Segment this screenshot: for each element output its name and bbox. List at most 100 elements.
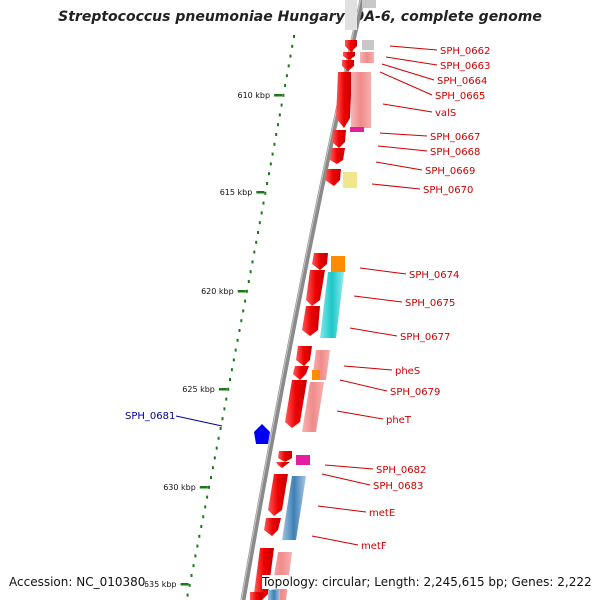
feature-box: [350, 127, 364, 132]
gene-label[interactable]: metE: [369, 508, 395, 519]
scale-label: 635 kbp: [144, 580, 177, 589]
scale-dot: [219, 427, 222, 430]
feature-box: [343, 172, 357, 188]
gene-arrow[interactable]: [276, 462, 290, 468]
gene-label[interactable]: SPH_0662: [440, 46, 490, 57]
scale-dot: [200, 525, 203, 528]
scale-dot: [257, 231, 259, 234]
feature-box: [345, 0, 357, 30]
feature-box: [362, 0, 376, 8]
scale-dot: [273, 142, 276, 146]
scale-major-tick: [256, 191, 265, 194]
gene-label[interactable]: SPH_0675: [405, 298, 455, 309]
scale-major-tick: [199, 486, 208, 489]
gene-label[interactable]: SPH_0667: [430, 132, 480, 143]
scale-dot: [282, 93, 285, 97]
feature-box: [296, 455, 310, 465]
scale-dot: [196, 544, 199, 548]
gene-arrow-left[interactable]: [254, 424, 270, 444]
gene-label[interactable]: SPH_0664: [437, 76, 487, 87]
scale-label: 630 kbp: [163, 483, 196, 492]
scale-dot: [230, 368, 233, 372]
gene-label[interactable]: SPH_0668: [430, 147, 480, 158]
scale-dot: [186, 593, 189, 597]
scale-dot: [280, 103, 283, 107]
gene-arrow[interactable]: [330, 148, 345, 164]
feature-box: [268, 590, 280, 600]
leader-line-left: [175, 415, 223, 427]
scale-dot: [275, 133, 278, 136]
scale-dot: [192, 564, 195, 568]
gene-arrow[interactable]: [250, 592, 264, 600]
scale-dot: [234, 348, 237, 352]
gene-label[interactable]: SPH_0682: [376, 465, 426, 476]
gene-label[interactable]: SPH_0669: [425, 166, 475, 177]
gene-label[interactable]: SPH_0663: [440, 61, 490, 72]
gene-label[interactable]: SPH_0683: [373, 481, 423, 492]
scale-label: 610 kbp: [237, 91, 270, 100]
scale-dot: [278, 113, 281, 117]
scale-dot: [293, 35, 295, 38]
scale-dot: [225, 397, 228, 401]
gene-arrow[interactable]: [312, 253, 328, 270]
scale-labels: 610 kbp 615 kbp 620 kbp 625 kbp 630 kbp 635 k…: [144, 91, 283, 589]
scale-dot: [287, 64, 290, 68]
scale-dot: [285, 74, 288, 78]
scale-dot: [188, 583, 191, 587]
gene-arrow[interactable]: [302, 306, 320, 336]
scale-dot: [210, 476, 212, 479]
scale-dot: [202, 515, 205, 519]
scale-dot: [204, 505, 207, 509]
feature-box: [362, 40, 374, 50]
gene-arrow[interactable]: [285, 380, 307, 428]
gene-label[interactable]: valS: [435, 108, 456, 119]
gene-arrow[interactable]: [343, 52, 355, 60]
feature-box: [320, 272, 344, 338]
feature-box: [282, 476, 306, 540]
gene-arrow[interactable]: [336, 72, 352, 128]
gene-arrow[interactable]: [345, 40, 357, 52]
scale-dot: [258, 221, 261, 225]
scale-dot: [253, 250, 256, 254]
gene-arrow[interactable]: [332, 130, 346, 148]
gene-label[interactable]: pheS: [395, 366, 420, 377]
gene-arrow[interactable]: [306, 270, 325, 306]
gene-arrow[interactable]: [293, 366, 309, 380]
scale-dot: [284, 84, 287, 87]
feature-box: [360, 52, 374, 63]
gene-arrow[interactable]: [278, 451, 292, 462]
gene-label[interactable]: pheT: [386, 415, 412, 426]
gene-label[interactable]: metF: [361, 541, 387, 552]
feature-box: [351, 72, 371, 128]
scale-dot: [213, 456, 216, 460]
scale-dot: [221, 417, 224, 421]
scale-dot: [244, 299, 247, 303]
gene-label-left[interactable]: SPH_0681: [125, 411, 175, 422]
scale-dot: [198, 534, 201, 538]
gene-label[interactable]: SPH_0665: [435, 91, 485, 102]
gene-arrow[interactable]: [268, 474, 288, 516]
scale-dot: [238, 329, 241, 332]
scale-dot: [277, 123, 279, 127]
gene-arrow[interactable]: [325, 169, 341, 186]
scale-dot: [262, 201, 265, 205]
gene-label[interactable]: SPH_0679: [390, 387, 440, 398]
scale-dot: [217, 436, 220, 440]
gene-arrow[interactable]: [264, 518, 281, 536]
scale-dot: [266, 182, 269, 185]
gene-label[interactable]: SPH_0677: [400, 332, 450, 343]
gene-label[interactable]: SPH_0674: [409, 270, 459, 281]
gene-features: [250, 0, 376, 600]
scale-dot: [247, 280, 250, 283]
scale-dot: [194, 554, 197, 558]
gene-label[interactable]: SPH_0670: [423, 185, 473, 196]
scale-dot: [260, 211, 263, 215]
gene-arrow[interactable]: [296, 346, 312, 366]
scale-major-tick: [218, 388, 227, 391]
scale-dot: [229, 378, 231, 381]
scale-dot: [215, 446, 218, 450]
gene-arrow[interactable]: [342, 60, 354, 71]
gene-arrow[interactable]: [254, 548, 274, 600]
scale-dot: [227, 387, 230, 391]
